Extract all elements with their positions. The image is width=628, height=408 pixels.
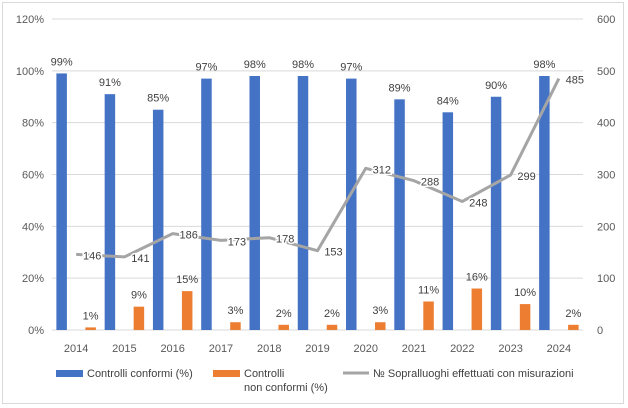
y2-tick-label: 300 (597, 170, 615, 182)
legend-swatch-non-conformi (213, 370, 240, 377)
bar-non-conformi (181, 291, 193, 330)
y2-tick-label: 400 (597, 118, 615, 130)
y2-tick-label: 0 (597, 325, 603, 337)
data-label-sopralluoghi: 146 (83, 250, 101, 262)
bar-non-conformi (568, 324, 579, 330)
bar-conformi (201, 78, 212, 330)
data-label-conformi: 90% (485, 80, 507, 92)
bar-conformi (346, 78, 357, 330)
data-label-conformi: 97% (195, 62, 217, 74)
x-tick-label: 2014 (64, 343, 88, 355)
bar-conformi (56, 73, 67, 331)
legend-swatch-conformi (56, 370, 83, 377)
bar-conformi (249, 76, 260, 331)
data-label-conformi: 97% (340, 62, 362, 74)
legend-label-non-conformi-line1: Controlli (244, 368, 284, 380)
x-tick-label: 2017 (209, 343, 233, 355)
data-label-non-conformi: 2% (324, 308, 340, 320)
y2-tick-label: 100 (597, 273, 615, 285)
legend-label-conformi: Controlli conformi (%) (87, 368, 193, 380)
bar-conformi (297, 76, 309, 331)
data-label-conformi: 84% (437, 95, 459, 107)
data-label-conformi: 98% (292, 59, 314, 71)
legend-label-sopralluoghi: № Sopralluoghi effettuati con misurazion… (373, 368, 574, 380)
x-tick-label: 2015 (112, 343, 136, 355)
data-label-conformi: 89% (389, 82, 411, 94)
data-label-sopralluoghi: 288 (421, 177, 439, 189)
bar-non-conformi (133, 306, 145, 330)
y-tick-label: 80% (22, 118, 44, 130)
bar-non-conformi (326, 324, 338, 330)
bar-conformi (394, 99, 405, 330)
y-tick-label: 0% (28, 325, 44, 337)
y-tick-label: 20% (22, 273, 44, 285)
x-tick-label: 2016 (160, 343, 184, 355)
y2-tick-label: 200 (597, 221, 615, 233)
data-label-sopralluoghi: 485 (566, 75, 584, 87)
y-tick-label: 60% (22, 170, 44, 182)
data-label-non-conformi: 9% (131, 290, 147, 302)
data-label-non-conformi: 3% (372, 305, 388, 317)
data-label-non-conformi: 2% (276, 308, 292, 320)
bar-non-conformi (278, 324, 289, 330)
data-label-non-conformi: 2% (565, 308, 581, 320)
bar-conformi (442, 112, 454, 330)
legend-label-non-conformi-line2: non conformi (%) (244, 382, 328, 394)
bar-non-conformi (471, 288, 483, 330)
data-label-sopralluoghi: 312 (373, 164, 391, 176)
bar-non-conformi (230, 322, 241, 330)
x-tick-label: 2021 (402, 343, 426, 355)
chart-frame: 0% 0 20% 100 40% 200 60% 300 80% 400 100% 500 120% 60… (2, 2, 624, 404)
y2-tick-label: 500 (597, 66, 615, 78)
bar-non-conformi (375, 322, 386, 330)
line-sopralluoghi (76, 77, 561, 259)
x-tick-label: 2020 (354, 343, 378, 355)
bar-conformi (152, 109, 164, 330)
x-tick-label: 2022 (450, 343, 474, 355)
x-tick-label: 2019 (305, 343, 329, 355)
bar-non-conformi (85, 327, 96, 330)
bar-non-conformi (519, 304, 531, 330)
data-label-non-conformi: 16% (466, 272, 488, 284)
bar-conformi (104, 94, 116, 331)
y-tick-label: 120% (16, 14, 44, 26)
data-label-non-conformi: 1% (83, 310, 99, 322)
data-label-conformi: 98% (533, 59, 555, 71)
data-label-sopralluoghi: 248 (469, 197, 487, 209)
data-label-non-conformi: 10% (514, 287, 536, 299)
data-label-sopralluoghi: 178 (276, 234, 294, 246)
y-tick-label: 40% (22, 221, 44, 233)
data-label-non-conformi: 15% (176, 274, 198, 286)
data-label-sopralluoghi: 173 (228, 236, 246, 248)
x-tick-label: 2023 (498, 343, 522, 355)
data-label-conformi: 99% (51, 56, 73, 68)
data-label-conformi: 98% (244, 59, 266, 71)
data-label-sopralluoghi: 153 (324, 247, 342, 259)
combo-chart: 0% 0 20% 100 40% 200 60% 300 80% 400 100% 500 120% 60… (16, 14, 616, 394)
data-label-sopralluoghi: 186 (180, 230, 198, 242)
data-label-sopralluoghi: 299 (517, 171, 535, 183)
y2-tick-label: 600 (597, 14, 615, 26)
y-tick-label: 100% (16, 66, 44, 78)
data-label-sopralluoghi: 141 (131, 253, 149, 265)
x-tick-label: 2024 (547, 343, 571, 355)
bar-non-conformi (423, 301, 434, 330)
data-label-conformi: 85% (147, 93, 169, 105)
bar-conformi (490, 96, 502, 330)
data-label-non-conformi: 3% (228, 305, 244, 317)
bar-conformi (539, 76, 550, 331)
data-label-conformi: 91% (99, 77, 121, 89)
data-label-non-conformi: 11% (418, 284, 439, 296)
x-tick-label: 2018 (257, 343, 281, 355)
